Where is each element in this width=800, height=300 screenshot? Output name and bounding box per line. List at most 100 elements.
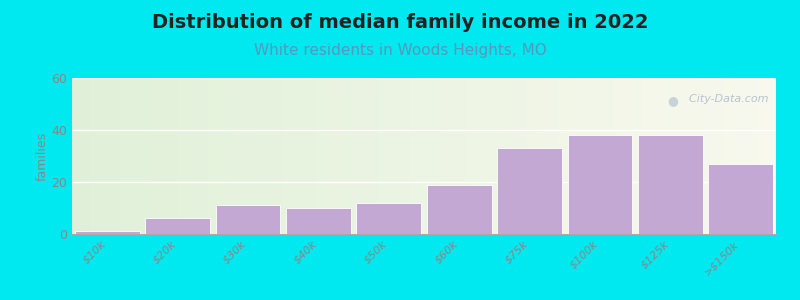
Bar (427, 184, 491, 234)
Bar (406, 78, 410, 234)
Bar (610, 78, 614, 234)
Bar (544, 78, 547, 234)
Bar (269, 78, 273, 234)
Bar (150, 78, 153, 234)
Bar (575, 78, 579, 234)
Bar (72, 78, 75, 234)
Bar (378, 78, 382, 234)
Bar (695, 78, 698, 234)
Bar (245, 78, 248, 234)
Bar (188, 78, 192, 234)
Bar (198, 78, 202, 234)
Bar (709, 164, 773, 234)
Bar (509, 78, 512, 234)
Bar (438, 78, 442, 234)
Bar (354, 78, 357, 234)
Bar (558, 78, 562, 234)
Bar (502, 78, 505, 234)
Bar (308, 78, 311, 234)
Bar (90, 78, 93, 234)
Bar (494, 78, 498, 234)
Bar (110, 78, 114, 234)
Bar (118, 78, 122, 234)
Bar (568, 135, 632, 234)
Bar (730, 78, 734, 234)
Bar (374, 78, 378, 234)
Bar (234, 78, 238, 234)
Bar (597, 78, 600, 234)
Bar (646, 78, 650, 234)
Bar (723, 78, 726, 234)
Bar (530, 78, 533, 234)
Bar (773, 78, 776, 234)
Bar (741, 78, 744, 234)
Bar (650, 78, 653, 234)
Bar (114, 78, 118, 234)
Bar (364, 78, 368, 234)
Bar (294, 78, 298, 234)
Bar (396, 78, 399, 234)
Bar (706, 78, 709, 234)
Bar (734, 78, 738, 234)
Bar (142, 78, 146, 234)
Bar (170, 78, 174, 234)
Bar (702, 78, 706, 234)
Bar (550, 78, 554, 234)
Bar (442, 78, 445, 234)
Bar (642, 78, 646, 234)
Bar (346, 78, 350, 234)
Bar (153, 78, 157, 234)
Bar (449, 78, 452, 234)
Bar (216, 78, 220, 234)
Bar (322, 78, 326, 234)
Bar (477, 78, 480, 234)
Bar (139, 78, 142, 234)
Bar (185, 78, 188, 234)
Bar (258, 78, 262, 234)
Bar (434, 78, 438, 234)
Bar (273, 78, 276, 234)
Bar (230, 78, 234, 234)
Bar (195, 78, 198, 234)
Bar (339, 78, 343, 234)
Bar (766, 78, 769, 234)
Bar (445, 78, 449, 234)
Bar (75, 231, 139, 234)
Bar (326, 78, 329, 234)
Bar (452, 78, 456, 234)
Bar (522, 78, 526, 234)
Bar (350, 78, 354, 234)
Bar (498, 78, 502, 234)
Bar (283, 78, 286, 234)
Bar (389, 78, 392, 234)
Bar (414, 78, 417, 234)
Bar (474, 78, 477, 234)
Bar (357, 203, 421, 234)
Bar (670, 78, 674, 234)
Bar (614, 78, 618, 234)
Bar (590, 78, 593, 234)
Bar (618, 78, 621, 234)
Bar (562, 78, 565, 234)
Bar (480, 78, 484, 234)
Text: White residents in Woods Heights, MO: White residents in Woods Heights, MO (254, 44, 546, 59)
Bar (554, 78, 558, 234)
Bar (181, 78, 185, 234)
Bar (744, 78, 748, 234)
Bar (491, 78, 494, 234)
Bar (533, 78, 537, 234)
Bar (748, 78, 751, 234)
Bar (361, 78, 364, 234)
Bar (568, 78, 572, 234)
Bar (167, 78, 170, 234)
Bar (280, 78, 283, 234)
Bar (738, 78, 741, 234)
Bar (266, 78, 269, 234)
Bar (386, 78, 389, 234)
Bar (656, 78, 660, 234)
Bar (660, 78, 663, 234)
Text: City-Data.com: City-Data.com (682, 94, 769, 103)
Bar (593, 78, 597, 234)
Bar (100, 78, 104, 234)
Bar (227, 78, 230, 234)
